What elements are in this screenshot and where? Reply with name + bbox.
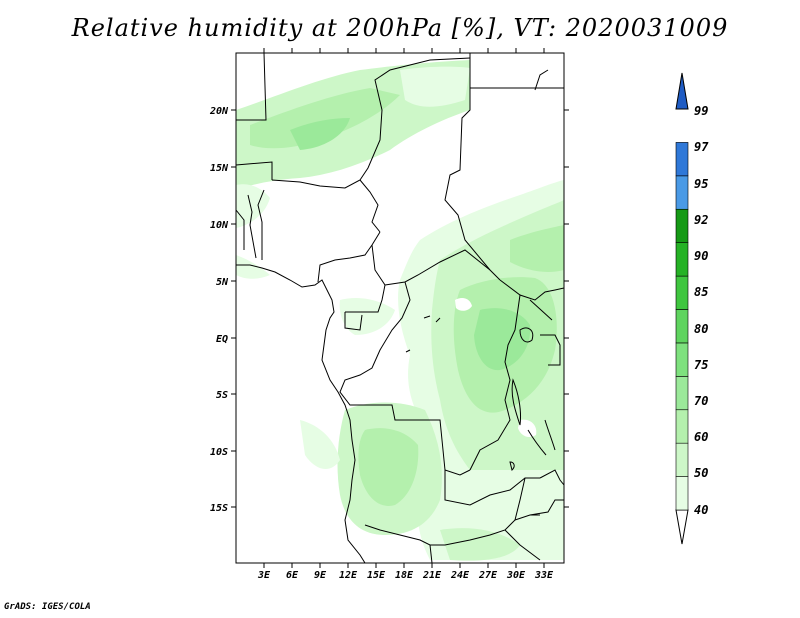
lat-label: 10S xyxy=(210,447,228,458)
map-title: Relative humidity at 200hPa [%], VT: 202… xyxy=(71,14,729,42)
colorbar-segment xyxy=(675,175,689,210)
lat-label: 20N xyxy=(209,106,229,117)
colorbar-segment xyxy=(675,242,689,277)
lon-label: 30E xyxy=(506,570,526,581)
colorbar-label: 95 xyxy=(694,177,708,191)
country-borders xyxy=(236,53,564,563)
colorbar-label: 50 xyxy=(694,466,708,480)
colorbar-labels: 40 50 60 70 75 80 85 90 92 95 97 99 xyxy=(694,104,709,517)
lon-label: 15E xyxy=(367,570,386,581)
lon-label: 12E xyxy=(339,570,358,581)
colorbar-segment xyxy=(675,442,689,477)
colorbar-label: 80 xyxy=(694,322,708,336)
lon-label: 33E xyxy=(534,570,554,581)
colorbar-segment xyxy=(675,309,689,344)
colorbar-label: 85 xyxy=(694,285,708,299)
colorbar-label: 60 xyxy=(694,430,708,444)
colorbar-low-triangle xyxy=(675,509,689,545)
lat-label: 10N xyxy=(210,220,229,231)
colorbar-segment xyxy=(675,376,689,411)
colorbar-label: 99 xyxy=(694,104,708,118)
humidity-shading xyxy=(236,60,564,561)
lon-label: 9E xyxy=(314,570,327,581)
colorbar-label: 40 xyxy=(694,503,708,517)
lon-label: 18E xyxy=(395,570,414,581)
colorbar-segments xyxy=(675,72,689,545)
grads-credit: GrADS: IGES/COLA xyxy=(4,602,91,612)
colorbar-segment xyxy=(675,208,689,243)
colorbar-segment xyxy=(675,342,689,377)
latitude-axis: 20N 15N 10N 5N EQ 5S 10S 15S xyxy=(209,106,569,514)
lon-label: 21E xyxy=(422,570,442,581)
colorbar-label: 92 xyxy=(694,213,708,227)
colorbar: 40 50 60 70 75 80 85 90 92 95 97 99 xyxy=(675,72,709,545)
longitude-axis: 3E 6E 9E 12E 15E 18E 21E 24E 27E 30E 33E xyxy=(257,48,554,581)
lon-label: 24E xyxy=(450,570,470,581)
colorbar-high-triangle xyxy=(675,72,689,110)
colorbar-segment xyxy=(675,476,689,511)
lon-label: 27E xyxy=(478,570,498,581)
colorbar-segment xyxy=(675,275,689,310)
map-frame xyxy=(235,52,565,564)
lat-label: 5N xyxy=(216,277,229,288)
colorbar-label: 90 xyxy=(694,249,708,263)
colorbar-label: 70 xyxy=(694,394,708,408)
colorbar-segment xyxy=(675,142,689,177)
lat-label: 15S xyxy=(210,503,228,514)
colorbar-segment xyxy=(675,409,689,444)
lon-label: 3E xyxy=(257,570,271,581)
lat-label: EQ xyxy=(216,334,228,345)
lon-label: 6E xyxy=(286,570,299,581)
lat-label: 15N xyxy=(210,163,229,174)
colorbar-label: 75 xyxy=(694,358,708,372)
lat-label: 5S xyxy=(216,390,228,401)
colorbar-label: 97 xyxy=(694,140,709,154)
